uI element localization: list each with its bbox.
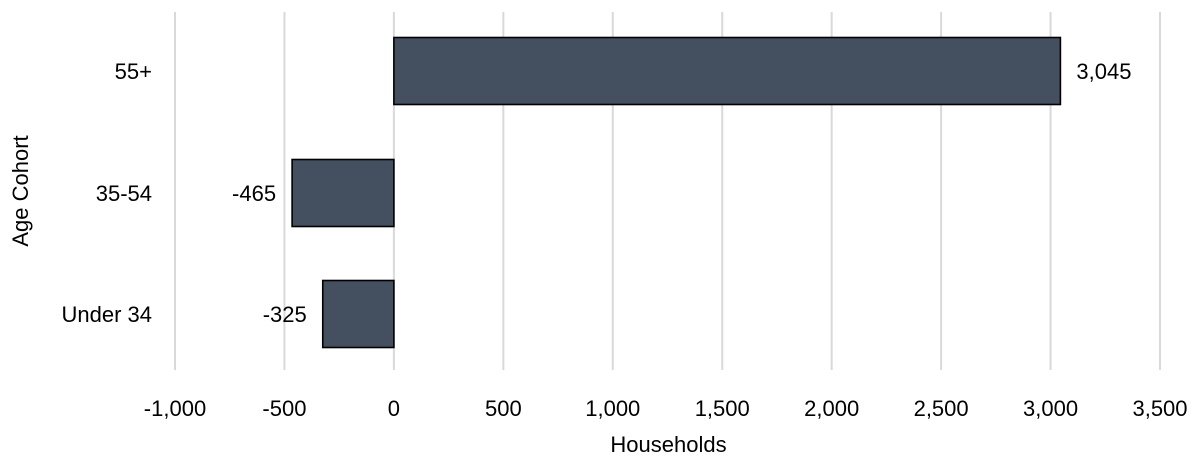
category-label: Under 34 xyxy=(61,302,152,327)
x-tick-label: 2,500 xyxy=(914,396,969,421)
x-tick-label: 0 xyxy=(388,396,400,421)
bars xyxy=(291,36,1062,349)
x-tick-label: 3,500 xyxy=(1132,396,1187,421)
x-tick-label: 500 xyxy=(485,396,522,421)
x-tick-label: 1,500 xyxy=(695,396,750,421)
x-tick-label: 1,000 xyxy=(585,396,640,421)
bar xyxy=(291,158,395,228)
data-label: 3,045 xyxy=(1076,59,1131,84)
y-axis-title: Age Cohort xyxy=(8,135,33,246)
category-labels: 55+ 35-54 Under 34 xyxy=(61,59,152,327)
category-label: 55+ xyxy=(115,59,152,84)
x-axis-tick-labels: -1,000 -500 0 500 1,000 1,500 2,000 2,500 3,000 3… xyxy=(144,396,1188,421)
x-tick-label: 2,000 xyxy=(804,396,859,421)
bar xyxy=(321,279,395,349)
data-label: -465 xyxy=(232,181,276,206)
data-labels: 3,045 -465 -325 xyxy=(232,59,1131,327)
x-axis-title: Households xyxy=(610,432,726,457)
x-tick-label: 3,000 xyxy=(1023,396,1078,421)
bar xyxy=(393,36,1062,106)
x-tick-label: -1,000 xyxy=(144,396,206,421)
data-label: -325 xyxy=(263,302,307,327)
x-tick-label: -500 xyxy=(262,396,306,421)
category-label: 35-54 xyxy=(96,181,152,206)
